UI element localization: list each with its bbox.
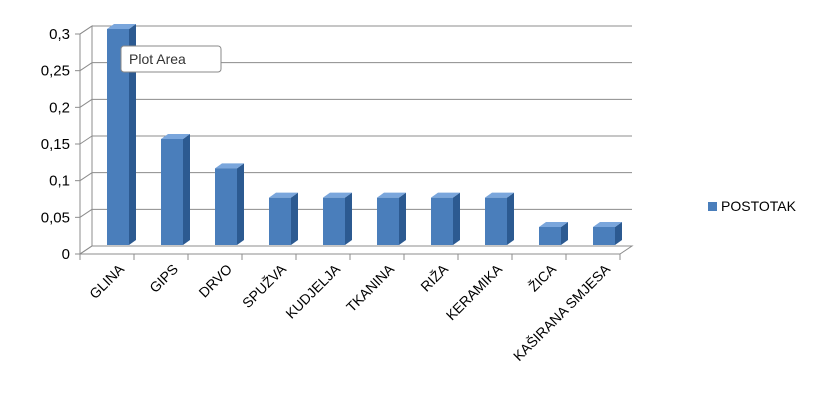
x-tick-label: GLINA: [86, 260, 127, 301]
x-tick-label: KUDJELJA: [282, 260, 343, 321]
y-tick-label: 0,15: [41, 136, 70, 153]
bar-side: [615, 222, 622, 245]
x-tick-label: GIPS: [146, 261, 181, 296]
bar-front: [269, 197, 291, 245]
x-tick-label: ŽICA: [525, 260, 559, 294]
plot-area-tooltip: Plot Area: [120, 45, 222, 73]
x-tick-label: KAŠIRANA SMJESA: [510, 260, 614, 364]
bar-top: [593, 222, 622, 227]
gridline-side: [79, 245, 93, 255]
bar-top: [323, 192, 352, 198]
gridline-side: [79, 208, 93, 218]
legend-label: POSTOTAK: [721, 198, 797, 214]
bar-side: [345, 192, 352, 245]
bar-front: [161, 139, 183, 245]
bar-top: [539, 222, 568, 227]
y-tick-label: 0,2: [49, 99, 70, 116]
x-tick-label: RIŽA: [417, 260, 451, 294]
bar: [539, 222, 568, 245]
bar-top: [485, 192, 514, 198]
y-tick-label: 0,25: [41, 63, 70, 80]
bar-side: [237, 163, 244, 245]
x-tick-label: TKANINA: [343, 260, 398, 315]
legend-swatch: [708, 202, 717, 211]
bar-front: [215, 168, 237, 245]
bar-top: [215, 163, 244, 169]
legend: POSTOTAK: [708, 198, 797, 214]
floor: [78, 245, 634, 255]
gridline-side: [79, 62, 93, 72]
gridlines: [79, 25, 632, 255]
bar-top: [269, 192, 298, 198]
tooltip-text: Plot Area: [129, 51, 186, 67]
y-tick-label: 0,05: [41, 209, 70, 226]
bar-front: [539, 227, 561, 245]
bar-top: [377, 192, 406, 198]
bar-front: [593, 227, 615, 245]
bar: [107, 24, 136, 245]
gridline-side: [79, 172, 93, 182]
bar-side: [399, 192, 406, 245]
y-tick-label: 0,3: [49, 26, 70, 43]
gridline-side: [79, 25, 93, 35]
bar-front: [323, 197, 345, 245]
bar-side: [453, 192, 460, 245]
bar-top: [107, 24, 136, 29]
bar-front: [485, 197, 507, 245]
bar-side: [183, 134, 190, 245]
bar-side: [561, 222, 568, 245]
bar-side: [129, 24, 136, 245]
x-tick-label: DRVO: [195, 261, 235, 301]
gridline-side: [79, 135, 93, 145]
gridline-side: [79, 98, 93, 108]
x-tick-label: KERAMIKA: [443, 260, 506, 323]
bar: [431, 192, 460, 245]
bar-front: [431, 197, 453, 245]
tooltip-box: [120, 45, 222, 73]
bar: [323, 192, 352, 245]
bar: [215, 163, 244, 245]
bar: [269, 192, 298, 245]
bar-side: [291, 192, 298, 245]
bar: [377, 192, 406, 245]
bars: [107, 24, 622, 245]
y-tick-label: 0: [62, 246, 70, 263]
y-tick-label: 0,1: [49, 173, 70, 190]
bar-top: [161, 134, 190, 139]
bar-side: [507, 192, 514, 245]
x-tick-label: SPUŽVA: [239, 260, 290, 311]
bar-front: [377, 197, 399, 245]
bar: [161, 134, 190, 245]
bar-front: [107, 29, 129, 245]
bar: [593, 222, 622, 245]
bar-top: [431, 192, 460, 198]
y-axis: 0 0,05 0,1 0,15 0,2 0,25 0,3: [41, 26, 81, 263]
bar: [485, 192, 514, 245]
